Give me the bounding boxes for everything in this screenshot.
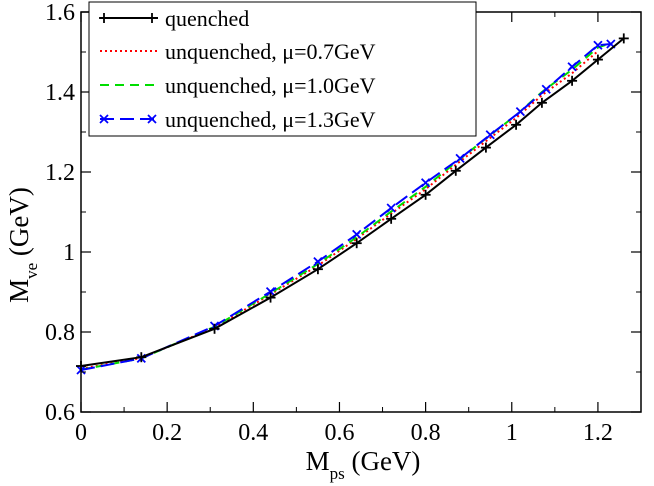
legend-label-quenched: quenched: [165, 6, 249, 31]
series-line-2: [80, 42, 612, 371]
data-point-3-10: [515, 106, 526, 117]
data-point-3-8: [455, 153, 465, 164]
y-axis-title: Mve (GeV): [4, 187, 41, 303]
data-point-0-13: [592, 54, 603, 65]
y-tick-label: 0.8: [45, 320, 75, 346]
data-point-3-6: [386, 203, 396, 213]
legend-sample-marker-right-3: [147, 114, 157, 124]
data-point-0-12: [567, 75, 578, 86]
data-point-3-3: [265, 286, 276, 297]
legend-sample-marker-right-0: [147, 13, 157, 23]
x-tick-label: 0: [75, 420, 87, 446]
data-point-0-2: [209, 323, 220, 334]
legend-label-mu-1-3: unquenched, μ=1.3GeV: [165, 107, 376, 132]
x-tick-label: 1.2: [583, 420, 613, 446]
data-point-0-8: [450, 165, 461, 176]
data-point-3-7: [420, 178, 431, 188]
legend-label-mu-0-7: unquenched, μ=0.7GeV: [165, 39, 376, 64]
data-point-3-4: [313, 256, 323, 267]
data-point-0-1: [136, 352, 147, 363]
x-tick-label: 0.4: [238, 420, 268, 446]
data-point-0-10: [511, 119, 522, 130]
y-tick-label: 1.4: [45, 80, 75, 106]
legend-sample-marker-left-3: [99, 114, 109, 124]
legend-sample-marker-left-0: [99, 13, 109, 23]
y-tick-label: 0.6: [45, 400, 75, 426]
x-axis-title: Mps (GeV): [306, 446, 421, 483]
series-line-3: [80, 43, 611, 371]
data-point-0-6: [386, 213, 397, 224]
data-point-3-13: [593, 40, 603, 50]
data-point-0-11: [536, 97, 547, 108]
y-tick-label: 1.6: [45, 0, 75, 26]
legend-box: [88, 1, 477, 137]
data-point-0-5: [351, 238, 362, 249]
data-point-0-4: [312, 264, 323, 275]
y-tick-label: 1: [63, 240, 75, 266]
x-tick-label: 0.8: [411, 420, 441, 446]
x-tick-label: 0.2: [152, 420, 182, 446]
legend-label-mu-1-0: unquenched, μ=1.0GeV: [165, 73, 376, 98]
data-point-0-9: [480, 142, 491, 153]
x-tick-label: 1: [506, 420, 518, 446]
axes: 0 0.2 0.4 0.6 0.8 1 1.2 0.6 0.8 1 1.2 1.4 1.6: [45, 0, 642, 446]
x-tick-label: 0.6: [324, 420, 354, 446]
legend: quenched unquenched, μ=0.7GeV unquenched…: [88, 1, 477, 137]
data-point-3-11: [541, 84, 551, 94]
data-point-0-7: [420, 189, 431, 200]
data-point-0-3: [265, 292, 276, 303]
data-point-0-14: [618, 33, 629, 44]
data-point-3-5: [352, 229, 362, 240]
data-point-3-9: [485, 130, 495, 140]
y-tick-label: 1.2: [45, 160, 75, 186]
data-point-3-12: [567, 62, 577, 72]
plot-area: [76, 33, 629, 375]
